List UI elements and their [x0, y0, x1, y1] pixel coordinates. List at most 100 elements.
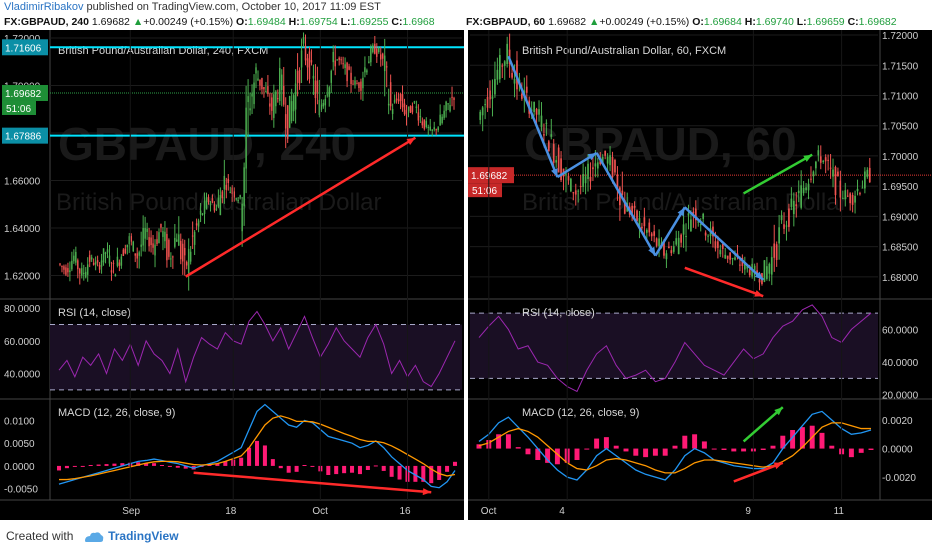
candle-body	[692, 211, 695, 214]
candle-body	[773, 243, 776, 258]
macd-histogram-bar	[584, 448, 590, 450]
trend-arrow-head	[551, 168, 558, 178]
macd-histogram-bar	[64, 465, 69, 469]
candle-body	[785, 225, 788, 227]
candle-body	[84, 271, 87, 278]
candle-body	[437, 127, 439, 131]
candle-body	[768, 263, 771, 274]
tradingview-brand[interactable]: TradingView	[108, 529, 179, 543]
candle-body	[841, 197, 844, 199]
candle-body	[525, 86, 528, 93]
x-tick-label: Sep	[122, 506, 140, 517]
candle-body	[827, 159, 829, 161]
candle-body	[227, 178, 230, 184]
left-close-value: 1.6968	[402, 16, 435, 28]
candle-body	[496, 69, 499, 80]
candle-body	[792, 200, 795, 215]
candle-body	[59, 263, 61, 265]
trend-arrow-line	[742, 406, 784, 443]
left-last-price: 1.69682	[91, 16, 130, 28]
candle-body	[572, 192, 575, 194]
candle-body	[322, 102, 325, 107]
level-label: 1.71606	[5, 43, 42, 54]
macd-histogram-bar	[373, 465, 378, 467]
candle-body	[643, 217, 646, 227]
macd-histogram-bar	[397, 465, 402, 480]
macd-histogram-bar	[302, 465, 307, 466]
candle-body	[729, 252, 731, 260]
candle-body	[609, 155, 611, 166]
left-low-value: 1.69255	[350, 16, 389, 28]
macd-histogram-bar	[741, 448, 747, 452]
candle-body	[124, 248, 127, 254]
x-tick-label: 4	[559, 506, 565, 517]
candle-body	[302, 37, 305, 44]
candle-body	[415, 106, 418, 109]
author-link[interactable]: VladimirRibakov	[4, 1, 84, 13]
macd-histogram-bar	[350, 465, 355, 473]
candle-body	[374, 43, 376, 54]
candle-body	[795, 204, 798, 207]
candle-body	[423, 119, 426, 129]
trend-arrow-line	[185, 136, 417, 278]
macd-histogram-bar	[780, 435, 786, 449]
candle-body	[621, 190, 624, 195]
candle-body	[130, 236, 133, 242]
candle-body	[284, 114, 287, 129]
candle-body	[116, 256, 119, 266]
candle-body	[567, 175, 570, 181]
candle-body	[748, 269, 751, 276]
candle-body	[494, 78, 496, 95]
right-last-price: 1.69682	[548, 16, 587, 28]
rsi-band-fill	[470, 313, 878, 379]
candle-body	[112, 262, 115, 264]
candle-body	[138, 252, 140, 256]
candle-body	[310, 60, 313, 63]
candle-body	[316, 80, 319, 93]
candle-body	[146, 228, 148, 233]
candle-body	[90, 257, 93, 260]
candle-body	[439, 114, 441, 126]
candle-body	[114, 274, 117, 277]
rsi-tick-label: 40.0000	[4, 370, 41, 381]
candle-body	[265, 91, 267, 93]
price-tick-label: 1.71500	[882, 61, 919, 72]
macd-histogram-bar	[770, 445, 776, 449]
chart-title: British Pound/Australian Dollar, 60, FXC…	[522, 45, 726, 57]
macd-tick-label: 0.0050	[4, 439, 35, 450]
candle-body	[619, 187, 621, 206]
candle-body	[498, 55, 501, 80]
x-tick-label: 18	[225, 506, 237, 517]
candle-body	[352, 83, 354, 85]
macd-histogram-bar	[711, 448, 717, 450]
candle-body	[714, 241, 717, 249]
right-chart-svg[interactable]: GBPAUD, 60 British Pound/Australian Dolla…	[468, 30, 932, 520]
candle-body	[324, 98, 327, 106]
macd-line	[478, 410, 872, 481]
candle-body	[746, 265, 749, 269]
right-low-value: 1.69659	[806, 16, 845, 28]
candle-body	[96, 260, 99, 263]
candle-body	[726, 255, 729, 259]
candle-body	[837, 171, 839, 176]
candle-body	[413, 101, 416, 103]
watermark-symbol: GBPAUD, 60	[524, 118, 797, 170]
macd-histogram-bar	[868, 448, 874, 450]
candle-body	[521, 93, 523, 99]
watermark-symbol: GBPAUD, 240	[58, 118, 356, 170]
candle-body	[555, 160, 558, 163]
candle-body	[354, 80, 356, 85]
candle-body	[481, 107, 484, 116]
candle-body	[721, 244, 724, 249]
candle-body	[565, 173, 567, 176]
candle-body	[344, 64, 346, 69]
macd-histogram-bar	[515, 447, 521, 449]
right-chart-panel[interactable]: GBPAUD, 60 British Pound/Australian Dolla…	[468, 30, 932, 520]
candle-body	[389, 82, 392, 107]
candle-body	[183, 247, 186, 256]
candle-body	[189, 251, 192, 262]
candle-body	[425, 120, 428, 128]
candle-body	[851, 194, 854, 205]
